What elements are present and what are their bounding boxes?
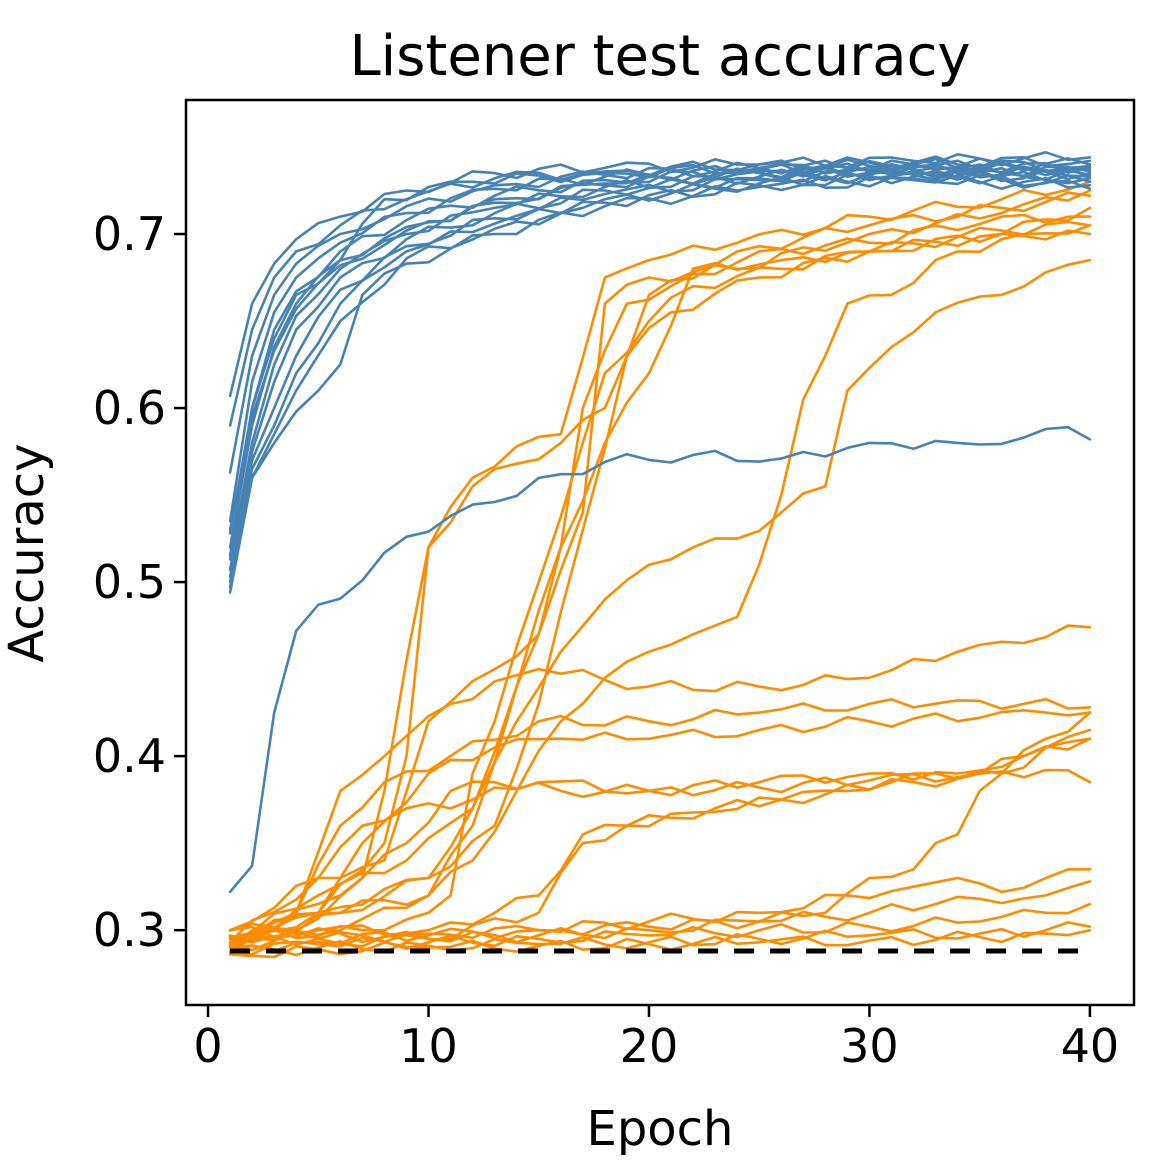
blue-series-line-7 [228,165,1092,561]
blue-series-line-15 [228,425,1092,894]
orange-series-line-4 [228,213,1092,946]
plot-frame [184,98,1136,1007]
orange-series-line-14 [228,737,1092,948]
x-tick-label-40: 40 [1061,1019,1120,1073]
orange-series-line-15 [228,737,1092,939]
axis-layer: 0 10 20 30 40 0.3 0.4 0.5 0.6 0.7 [93,207,1119,1073]
x-tick-label-20: 20 [620,1019,679,1073]
orange-series-line-6 [228,206,1092,952]
orange-series-line-19 [228,880,1092,953]
y-tick-label-0.5: 0.5 [93,555,166,609]
blue-series-line-11 [228,173,1092,589]
orange-series-line-9 [228,224,1092,941]
blue-series-line-10 [228,169,1092,584]
x-tick-label-0: 0 [193,1019,222,1073]
x-tick-label-30: 30 [840,1019,899,1073]
y-tick-label-0.4: 0.4 [93,729,166,783]
y-tick-label-0.3: 0.3 [93,903,166,957]
series-layer [228,151,1092,959]
orange-series-line-12 [228,709,1092,941]
orange-series-line-13 [228,768,1092,944]
orange-series-line-5 [228,220,1092,953]
orange-series-line-11 [228,697,1092,949]
x-tick-label-10: 10 [399,1019,458,1073]
orange-series-line-17 [228,711,1092,945]
blue-series-line-6 [228,162,1092,549]
x-axis-label: Epoch [587,1101,734,1157]
blue-series-line-14 [228,164,1092,532]
blue-series-line-3 [228,157,1092,474]
blue-series-line-9 [228,168,1092,579]
orange-series-line-21 [228,921,1092,957]
orange-series-line-10 [228,624,1092,949]
chart-title: Listener test accuracy [349,24,970,89]
blue-series-line-13 [228,157,1092,558]
y-tick-label-0.7: 0.7 [93,207,166,261]
orange-series-line-3 [228,189,1092,932]
y-axis-label: Accuracy [0,443,55,662]
orange-series-line-22 [228,928,1092,959]
blue-series-line-12 [228,174,1092,594]
orange-series-line-20 [228,902,1092,956]
orange-series-line-8 [228,258,1092,932]
y-tick-label-0.6: 0.6 [93,381,166,435]
orange-series-line-1 [228,180,1092,942]
